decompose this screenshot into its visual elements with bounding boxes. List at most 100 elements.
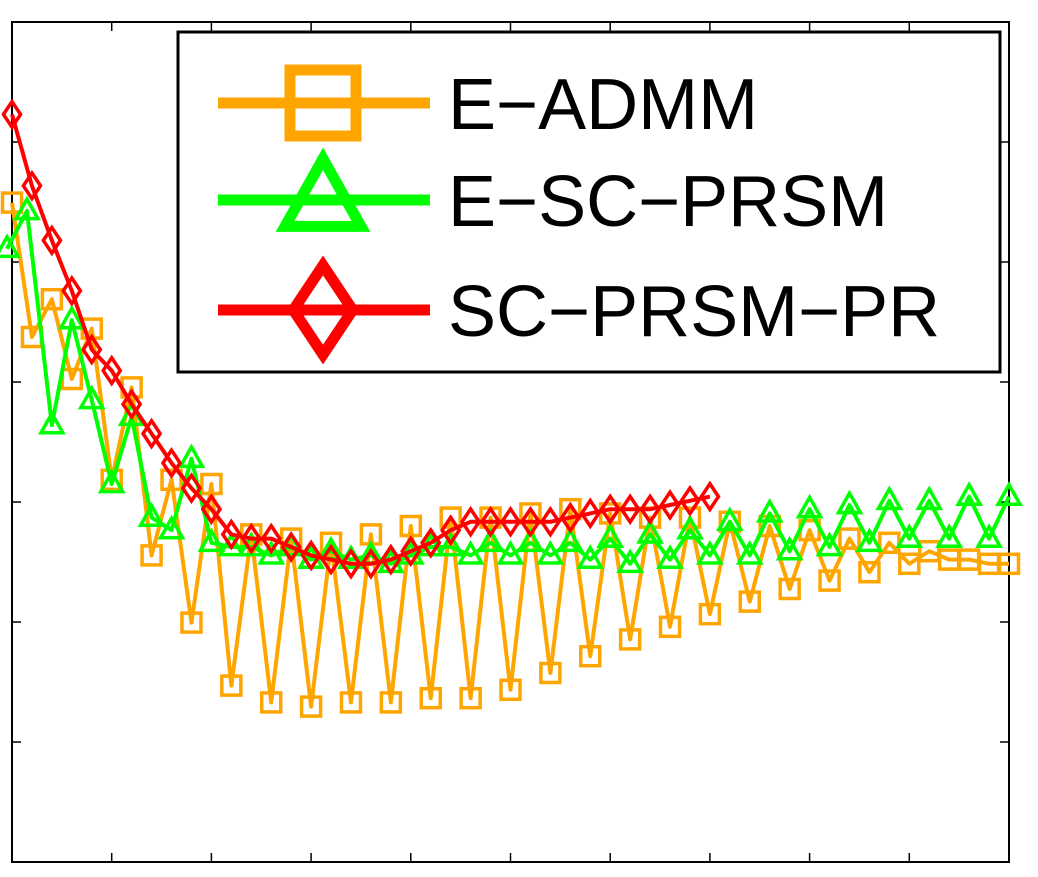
data-point (579, 497, 601, 530)
legend-entry-2: SC−PRSM−PR (218, 255, 940, 365)
data-point (738, 590, 762, 613)
data-point (339, 691, 363, 714)
data-point (875, 485, 904, 511)
data-point (97, 468, 126, 494)
legend: E−ADMM E−SC−PRSM SC−PRSM−PR (176, 30, 1002, 374)
data-point (935, 523, 964, 548)
data-point (715, 506, 744, 532)
data-point (400, 535, 422, 568)
data-point (217, 531, 246, 557)
data-point (41, 224, 63, 257)
data-point (539, 661, 562, 685)
data-point (180, 472, 203, 505)
data-point (997, 552, 1021, 576)
data-point (479, 505, 502, 538)
data-point (775, 535, 804, 561)
data-point (300, 539, 322, 572)
data-point (855, 527, 884, 553)
data-point (975, 523, 1003, 548)
data-point (955, 481, 984, 506)
data-point (340, 547, 362, 580)
legend-label: E−ADMM (448, 65, 758, 145)
data-point (639, 493, 661, 526)
legend-entry-1: E−SC−PRSM (218, 147, 888, 242)
data-point (379, 691, 403, 714)
data-point (579, 644, 602, 668)
data-point (735, 539, 764, 565)
data-point (439, 506, 462, 529)
legend-marker (275, 147, 371, 232)
data-point (536, 539, 565, 565)
data-point (476, 527, 505, 553)
data-point (240, 522, 262, 555)
data-point (160, 447, 183, 479)
data-point (858, 560, 881, 584)
legend-marker (284, 64, 362, 142)
data-point (815, 531, 844, 557)
data-point (755, 497, 784, 523)
data-point (616, 548, 645, 574)
data-point (420, 526, 442, 559)
data-point (160, 468, 183, 492)
data-point (656, 544, 684, 569)
data-point (619, 493, 641, 526)
legend-marker (286, 255, 360, 365)
data-point (516, 527, 545, 553)
data-point (679, 484, 701, 517)
series-2 (1, 98, 721, 580)
data-point (898, 552, 921, 576)
data-point (259, 691, 283, 714)
legend-label: E−SC−PRSM (448, 162, 888, 242)
data-point (676, 514, 704, 540)
data-point (459, 505, 482, 538)
data-point (157, 514, 186, 540)
data-point (440, 514, 462, 547)
data-point (539, 505, 562, 538)
data-point (915, 485, 944, 511)
series-layer (0, 98, 1023, 718)
data-point (120, 388, 143, 421)
data-point (320, 543, 342, 576)
data-point (77, 384, 106, 410)
data-point (197, 527, 226, 553)
data-point (61, 274, 83, 307)
data-point (177, 443, 206, 469)
data-point (200, 493, 223, 526)
data-point (220, 518, 242, 551)
legend-entry-0: E−ADMM (218, 64, 758, 145)
data-point (13, 195, 41, 221)
series-line (5, 209, 1011, 566)
data-point (499, 505, 522, 538)
data-point (835, 489, 864, 515)
data-point (0, 233, 21, 259)
data-point (456, 539, 485, 565)
data-point (257, 539, 286, 565)
data-point (140, 417, 163, 450)
data-point (995, 481, 1023, 506)
data-point (137, 502, 166, 527)
data-point (659, 489, 681, 521)
data-point (559, 501, 581, 534)
data-point (658, 615, 682, 639)
data-point (380, 543, 402, 576)
data-point (0, 191, 24, 214)
data-point (459, 686, 482, 710)
data-point (795, 493, 824, 519)
data-point (618, 628, 642, 651)
data-point (636, 518, 664, 544)
data-point (220, 674, 243, 697)
data-point (260, 522, 282, 555)
data-point (895, 523, 924, 548)
data-point (299, 695, 323, 718)
data-point (57, 304, 86, 330)
data-point (280, 531, 302, 563)
data-point (519, 505, 542, 538)
data-point (698, 602, 722, 626)
data-point (1, 98, 23, 131)
data-point (499, 678, 522, 702)
data-point (778, 577, 801, 601)
data-point (40, 287, 64, 311)
data-point (818, 569, 841, 592)
data-point (419, 686, 442, 710)
data-point (360, 547, 382, 580)
